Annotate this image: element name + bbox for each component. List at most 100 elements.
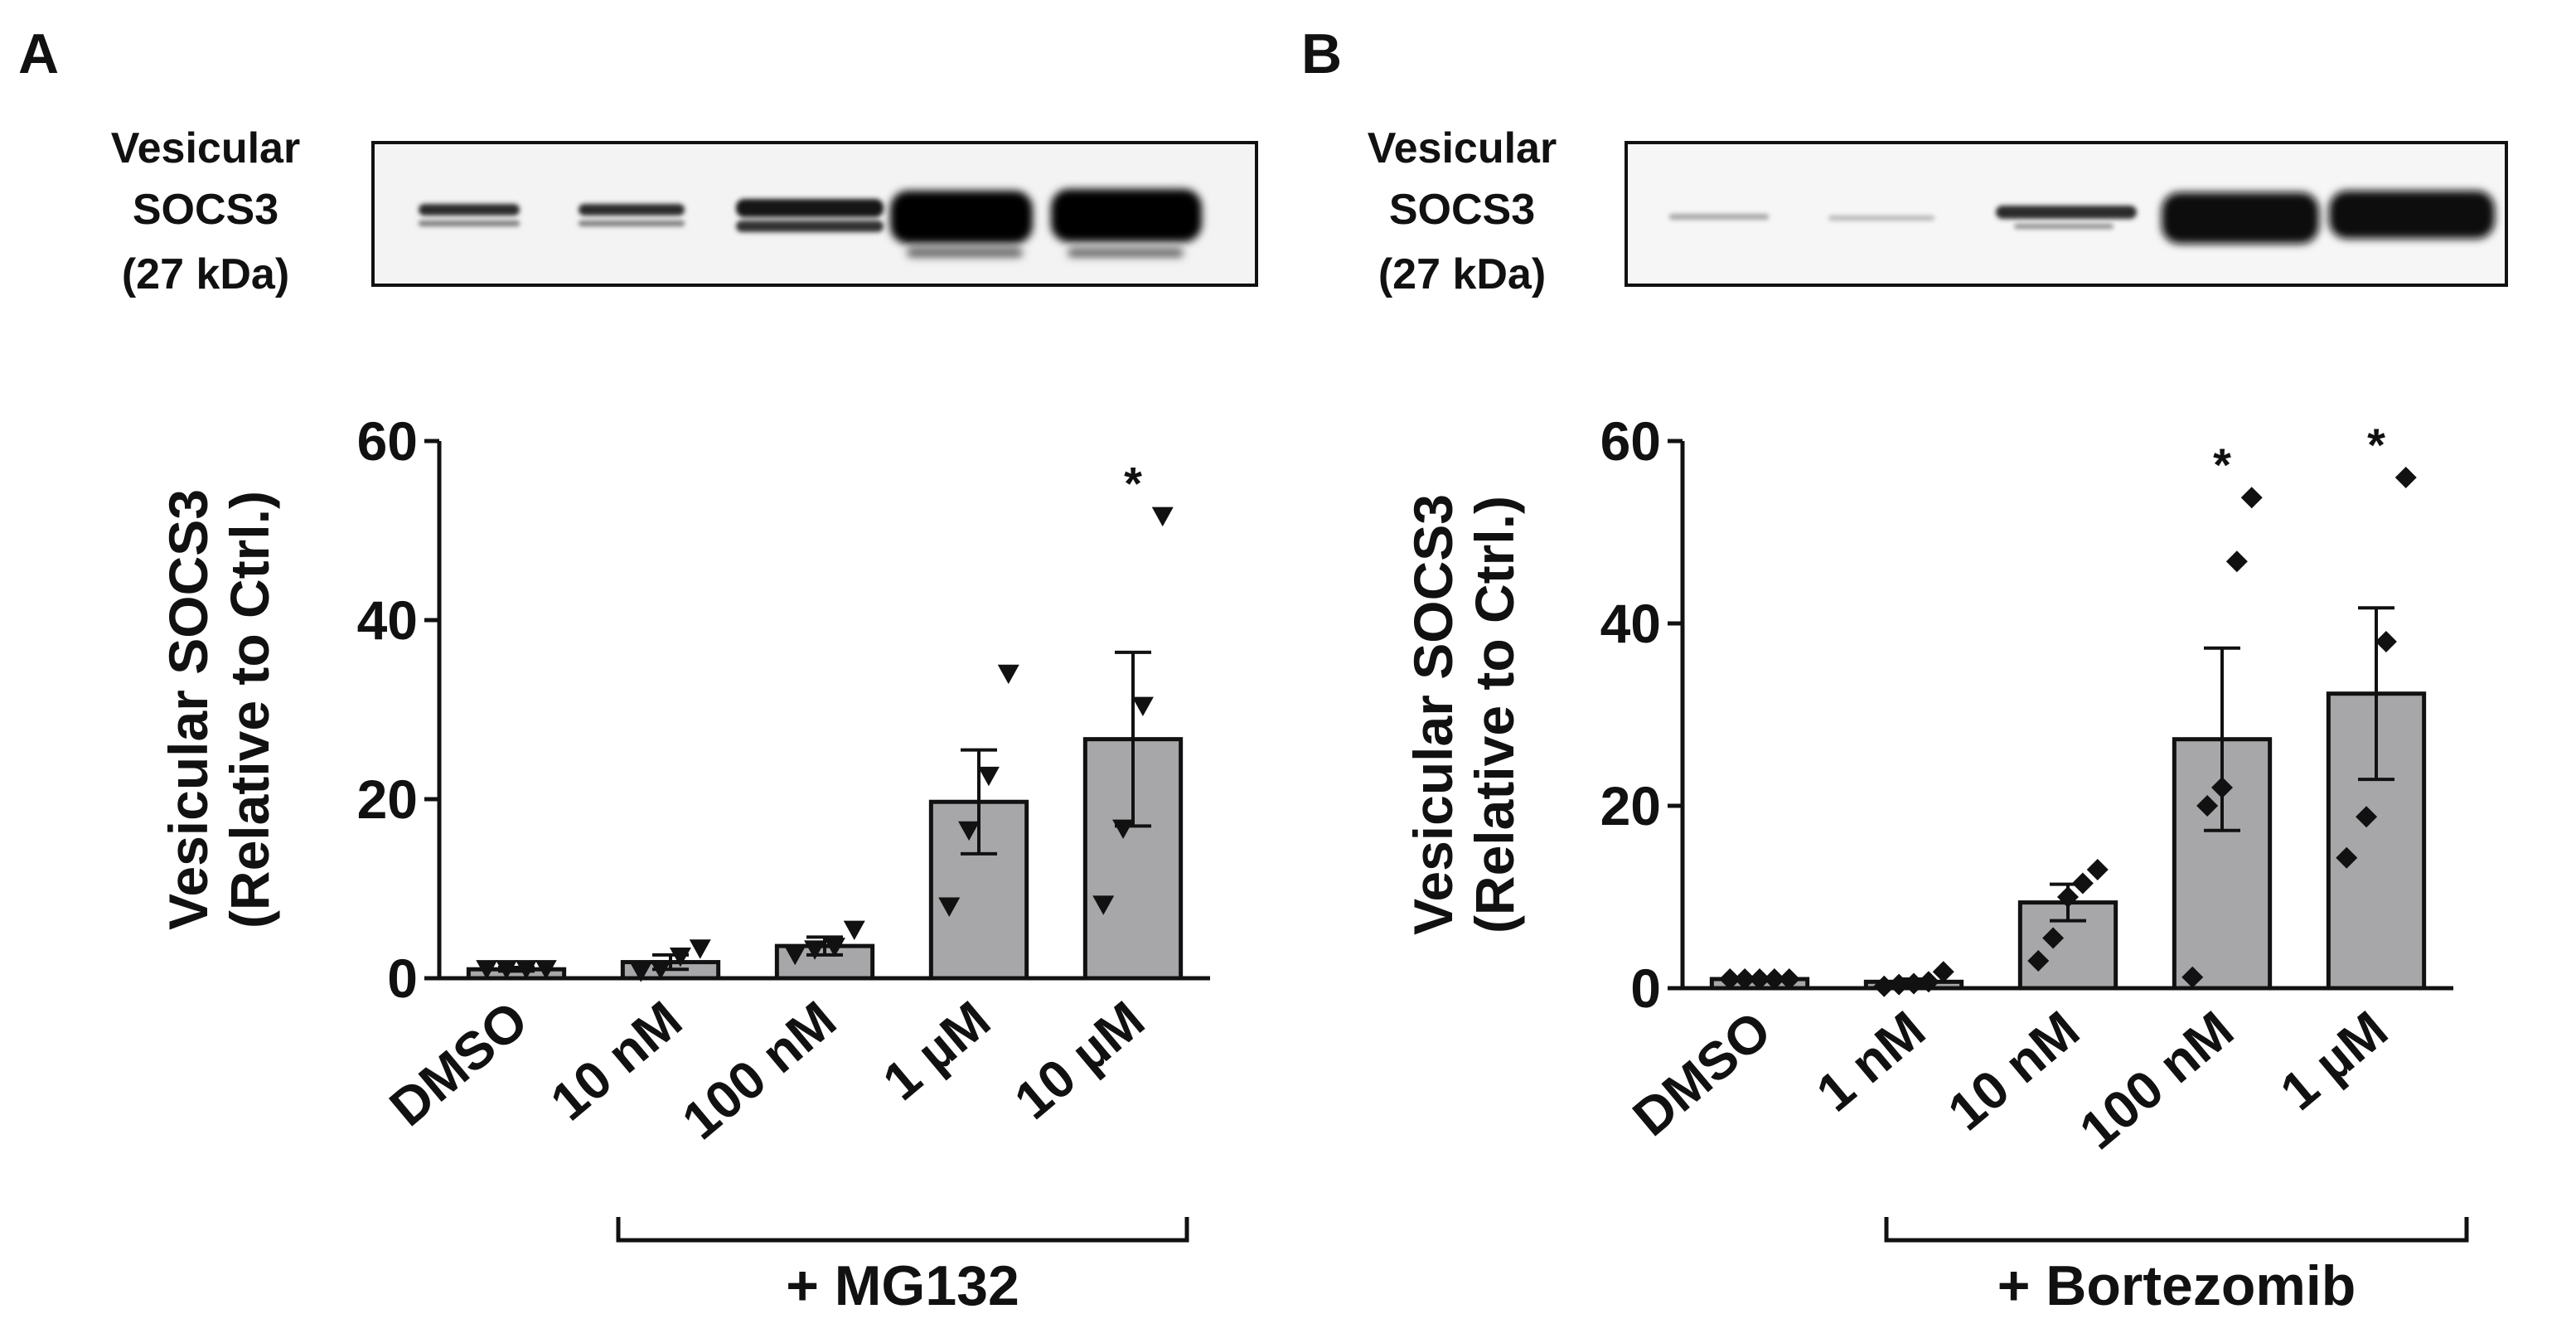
blot-band xyxy=(579,204,685,216)
blot-band xyxy=(579,221,685,226)
significance-marker: * xyxy=(2213,439,2231,491)
x-tick-label: 1 µM xyxy=(2269,1000,2399,1122)
x-tick-label: 1 µM xyxy=(872,990,1001,1112)
data-point xyxy=(2181,966,2204,988)
blot-band xyxy=(1051,189,1202,242)
panel-b-blot-label-line-2: SOCS3 xyxy=(1389,186,1535,234)
significance-marker: * xyxy=(1124,458,1142,510)
data-point xyxy=(2027,950,2050,972)
data-point xyxy=(2042,927,2065,949)
data-point xyxy=(958,821,981,841)
data-point xyxy=(2071,872,2094,895)
y-tick-label: 40 xyxy=(1600,593,1661,654)
blot-band xyxy=(1669,214,1769,220)
blot-band xyxy=(907,249,1023,257)
panel-a-treatment-bracket: + MG132 xyxy=(616,1217,1189,1317)
data-point xyxy=(630,962,652,982)
blot-band xyxy=(1996,206,2137,219)
x-tick-label: 10 nM xyxy=(540,990,693,1132)
data-point xyxy=(1932,961,1954,983)
data-point xyxy=(669,948,691,967)
panel-b-blot-image xyxy=(1625,141,2508,287)
data-point xyxy=(1749,968,1770,990)
bar xyxy=(2326,691,2427,991)
y-axis-title-line: Vesicular SOCS3 xyxy=(1402,494,1464,935)
data-point xyxy=(535,960,557,980)
data-point xyxy=(843,920,865,941)
blot-band xyxy=(890,191,1033,244)
panel-b-letter: B xyxy=(1301,22,1342,85)
data-point xyxy=(1778,968,1800,990)
bracket-line xyxy=(1884,1217,2469,1243)
bracket-line xyxy=(616,1217,1189,1243)
panel-a-treatment-label: + MG132 xyxy=(786,1254,1019,1317)
x-tick-label: 100 nM xyxy=(2069,1000,2244,1161)
data-point xyxy=(823,938,845,958)
data-point xyxy=(997,664,1019,685)
panel-b-treatment-bracket: + Bortezomib xyxy=(1884,1217,2469,1317)
blot-band xyxy=(2014,224,2114,229)
y-tick-label: 40 xyxy=(357,589,418,651)
data-point xyxy=(2057,886,2079,908)
chart-panel-a: 0 20 40 60 Vesicular SOCS3 (Relative to Ctrl.… xyxy=(157,410,1210,1151)
data-point xyxy=(938,897,961,917)
data-point xyxy=(2394,467,2417,488)
data-point xyxy=(977,766,1000,787)
data-point xyxy=(804,940,826,960)
data-point xyxy=(2211,777,2233,798)
data-point xyxy=(2356,806,2378,828)
blot-band xyxy=(2329,191,2495,239)
data-point xyxy=(1763,968,1785,990)
panel-b-blot-label-line-3: (27 kDa) xyxy=(1378,250,1546,298)
panel-a-letter: A xyxy=(18,22,59,85)
y-tick-label: 0 xyxy=(1630,958,1661,1019)
blot-band xyxy=(419,221,520,226)
data-point xyxy=(1092,895,1115,915)
data-point xyxy=(515,960,537,980)
y-axis-title-line: (Relative to Ctrl.) xyxy=(1464,496,1525,933)
x-tick-label: 100 nM xyxy=(671,990,847,1151)
blot-band xyxy=(736,199,884,217)
y-tick-label: 60 xyxy=(357,410,418,472)
blot-band xyxy=(419,204,520,216)
data-point xyxy=(1734,968,1756,990)
data-point xyxy=(784,945,806,966)
data-point xyxy=(476,960,498,980)
y-tick-label: 60 xyxy=(1600,410,1661,472)
data-point xyxy=(1151,507,1174,527)
data-point xyxy=(2375,631,2397,652)
y-tick-label: 20 xyxy=(1600,775,1661,836)
y-tick-label: 20 xyxy=(357,768,418,830)
data-point xyxy=(2240,487,2263,509)
y-axis-title-line: Vesicular SOCS3 xyxy=(157,489,219,930)
data-point xyxy=(2196,795,2219,817)
significance-marker: * xyxy=(2367,419,2385,471)
data-point xyxy=(2086,859,2109,880)
x-tick-label: 10 nM xyxy=(1937,1000,2090,1142)
x-tick-label: DMSO xyxy=(379,990,539,1138)
data-point xyxy=(1719,968,1741,990)
y-axis-title-line: (Relative to Ctrl.) xyxy=(219,491,280,928)
data-point xyxy=(1131,696,1154,717)
y-tick-label: 0 xyxy=(387,948,418,1009)
blot-band xyxy=(2162,192,2319,244)
panel-b-blot-label-line-1: Vesicular xyxy=(1368,124,1557,172)
panel-a-blot-image xyxy=(371,141,1258,287)
data-point xyxy=(2336,846,2358,869)
blot-band xyxy=(1828,216,1934,221)
data-point xyxy=(1112,819,1135,839)
x-tick-label: 1 nM xyxy=(1805,1000,1936,1123)
data-point xyxy=(689,939,711,959)
data-point xyxy=(650,960,672,980)
panel-a-blot-label-line-2: SOCS3 xyxy=(133,186,278,234)
panel-a-blot-label-line-3: (27 kDa) xyxy=(122,250,289,298)
x-tick-label: DMSO xyxy=(1622,1000,1782,1148)
panel-a-blot-label-line-1: Vesicular xyxy=(111,124,300,172)
blot-band xyxy=(1068,249,1184,257)
blot-band xyxy=(736,221,884,232)
data-point xyxy=(2225,550,2248,573)
x-tick-label: 10 µM xyxy=(1003,990,1155,1131)
panel-b-treatment-label: + Bortezomib xyxy=(1997,1254,2356,1317)
chart-panel-b: 0 20 40 60 Vesicular SOCS3 (Relative to Ctrl.… xyxy=(1402,410,2453,1161)
